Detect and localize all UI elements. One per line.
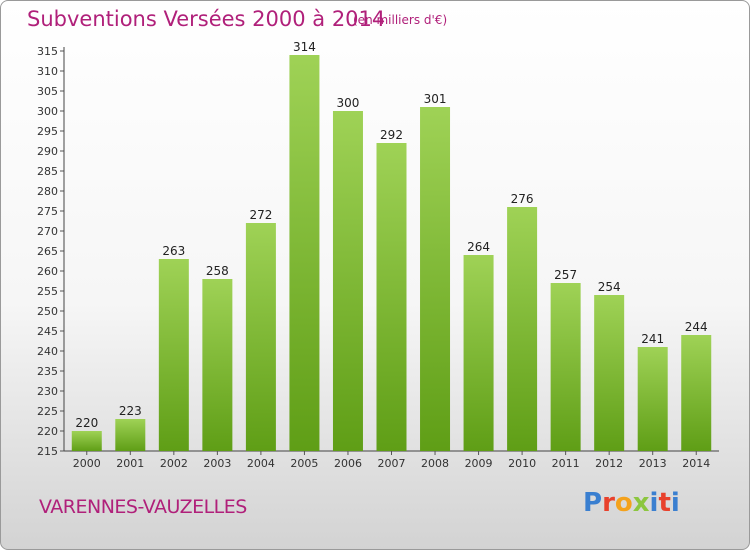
y-tick-label: 285	[37, 165, 58, 178]
y-tick-label: 260	[37, 265, 58, 278]
x-tick-label-2012: 2012	[595, 457, 623, 470]
x-tick-label-2007: 2007	[378, 457, 406, 470]
data-label-2000: 220	[75, 416, 98, 430]
y-tick-label: 305	[37, 85, 58, 98]
data-label-2006: 300	[337, 96, 360, 110]
data-label-2010: 276	[511, 192, 534, 206]
bar-2003	[202, 279, 233, 451]
proxiti-logo: Proxiti	[583, 488, 680, 518]
y-tick-label: 265	[37, 245, 58, 258]
bar-2001	[115, 419, 146, 451]
logo-letter: t	[658, 488, 671, 518]
x-tick-label-2010: 2010	[508, 457, 536, 470]
y-tick-label: 310	[37, 65, 58, 78]
y-tick-label: 250	[37, 305, 58, 318]
y-tick-label: 215	[37, 445, 58, 458]
y-tick-label: 295	[37, 125, 58, 138]
x-tick-label-2000: 2000	[73, 457, 101, 470]
bar-2002	[158, 259, 189, 451]
bar-2000	[71, 431, 102, 451]
logo-letter: P	[583, 488, 603, 518]
data-label-2004: 272	[249, 208, 272, 222]
logo-letter: i	[649, 488, 659, 518]
bar-2007	[376, 143, 407, 451]
y-tick-label: 245	[37, 325, 58, 338]
bar-2005	[289, 55, 320, 451]
x-tick-label-2011: 2011	[552, 457, 580, 470]
y-tick-label: 220	[37, 425, 58, 438]
bar-2010	[507, 207, 538, 451]
data-label-2003: 258	[206, 264, 229, 278]
logo-letter: x	[632, 488, 650, 518]
x-tick-label-2002: 2002	[160, 457, 188, 470]
logo-letter: i	[670, 488, 680, 518]
y-tick-label: 270	[37, 225, 58, 238]
y-tick-label: 300	[37, 105, 58, 118]
x-tick-label-2009: 2009	[465, 457, 493, 470]
data-label-2009: 264	[467, 240, 490, 254]
x-tick-label-2008: 2008	[421, 457, 449, 470]
bar-2009	[463, 255, 494, 451]
y-tick-label: 230	[37, 385, 58, 398]
data-label-2011: 257	[554, 268, 577, 282]
x-tick-label-2006: 2006	[334, 457, 362, 470]
logo-letter: r	[602, 488, 615, 518]
logo-letter: o	[614, 488, 633, 518]
data-label-2014: 244	[685, 320, 708, 334]
chart-subtitle: (en milliers d'€)	[353, 13, 448, 27]
x-tick-label-2001: 2001	[116, 457, 144, 470]
data-label-2007: 292	[380, 128, 403, 142]
y-tick-label: 240	[37, 345, 58, 358]
x-tick-label-2003: 2003	[203, 457, 231, 470]
y-tick-label: 315	[37, 45, 58, 58]
bar-2012	[594, 295, 625, 451]
commune-name: VARENNES-VAUZELLES	[39, 496, 247, 518]
data-label-2008: 301	[424, 92, 447, 106]
y-tick-label: 255	[37, 285, 58, 298]
y-tick-label: 225	[37, 405, 58, 418]
bar-2014	[681, 335, 712, 451]
bar-2008	[420, 107, 451, 451]
x-tick-label-2014: 2014	[682, 457, 710, 470]
y-tick-label: 280	[37, 185, 58, 198]
y-tick-label: 235	[37, 365, 58, 378]
bar-2004	[245, 223, 276, 451]
data-label-2013: 241	[641, 332, 664, 346]
data-label-2005: 314	[293, 40, 316, 54]
bar-2011	[550, 283, 581, 451]
data-label-2002: 263	[162, 244, 185, 258]
x-tick-label-2004: 2004	[247, 457, 275, 470]
data-label-2001: 223	[119, 404, 142, 418]
y-tick-label: 290	[37, 145, 58, 158]
data-label-2012: 254	[598, 280, 621, 294]
bar-2013	[637, 347, 668, 451]
bar-2006	[332, 111, 363, 451]
x-tick-label-2005: 2005	[290, 457, 318, 470]
x-tick-label-2013: 2013	[639, 457, 667, 470]
chart-title: Subventions Versées 2000 à 2014	[27, 7, 386, 31]
y-tick-label: 275	[37, 205, 58, 218]
